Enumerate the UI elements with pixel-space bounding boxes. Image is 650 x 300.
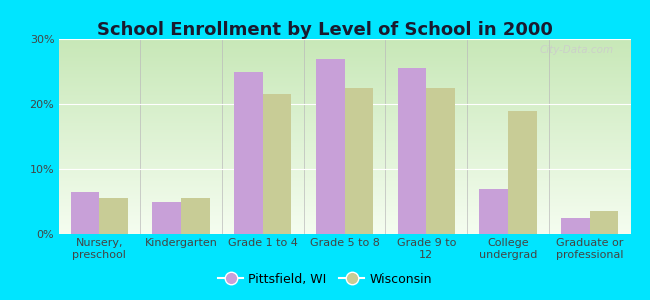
Bar [398,68,426,234]
Bar [181,198,210,234]
Text: School Enrollment by Level of School in 2000: School Enrollment by Level of School in … [97,21,553,39]
Bar [590,211,618,234]
Text: City-Data.com: City-Data.com [540,45,614,55]
Bar [561,218,590,234]
Bar [508,110,536,234]
Legend: Pittsfield, WI, Wisconsin: Pittsfield, WI, Wisconsin [213,268,437,291]
Bar [99,198,128,234]
Bar [344,88,373,234]
Bar [316,58,344,234]
Bar [71,192,99,234]
Bar [263,94,291,234]
Bar [426,88,455,234]
Bar [479,188,508,234]
Bar [153,202,181,234]
Bar [234,71,263,234]
